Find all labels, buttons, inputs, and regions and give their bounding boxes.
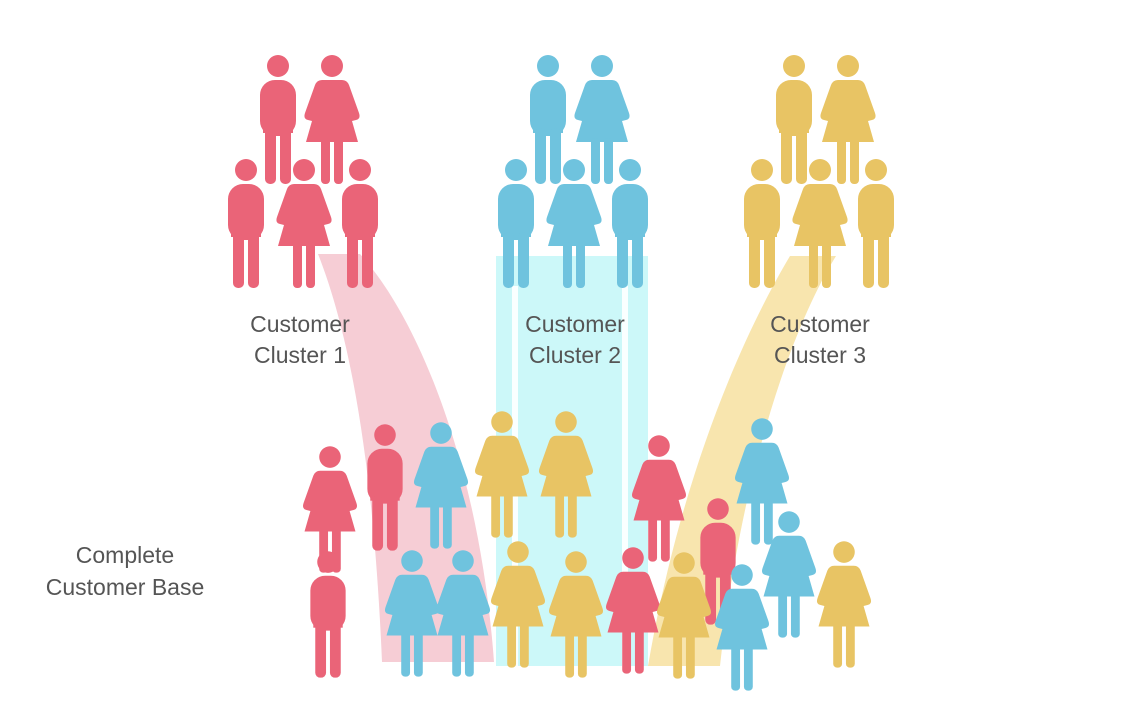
customer-base-label-line2: Customer Base xyxy=(46,574,205,600)
cluster-3-label-line1: Customer xyxy=(770,311,870,337)
customer-base-label-line1: Complete xyxy=(76,542,174,568)
person-male-icon xyxy=(260,55,296,184)
cluster-2-people xyxy=(498,55,648,288)
cluster-1-label: Customer Cluster 1 xyxy=(250,311,350,368)
cluster-1-people xyxy=(228,55,378,288)
flow-band-cluster-1 xyxy=(318,254,494,662)
person-male-icon xyxy=(776,55,812,184)
cluster-2-label-line2: Cluster 2 xyxy=(529,342,621,368)
person-male-icon xyxy=(228,159,264,288)
cluster-2-label-line1: Customer xyxy=(525,311,625,337)
cluster-1-label-line2: Cluster 1 xyxy=(254,342,346,368)
cluster-3-people xyxy=(744,55,894,288)
cluster-3-label-line2: Cluster 3 xyxy=(774,342,866,368)
cluster-3-label: Customer Cluster 3 xyxy=(770,311,870,368)
cluster-2-label: Customer Cluster 2 xyxy=(525,311,625,368)
person-male-icon xyxy=(530,55,566,184)
person-male-icon xyxy=(744,159,780,288)
flow-band-cluster-2-divider-right xyxy=(622,286,628,666)
cluster-1-label-line1: Customer xyxy=(250,311,350,337)
person-female-icon xyxy=(816,541,872,668)
person-male-icon xyxy=(858,159,894,288)
customer-base-label: Complete Customer Base xyxy=(46,542,205,600)
